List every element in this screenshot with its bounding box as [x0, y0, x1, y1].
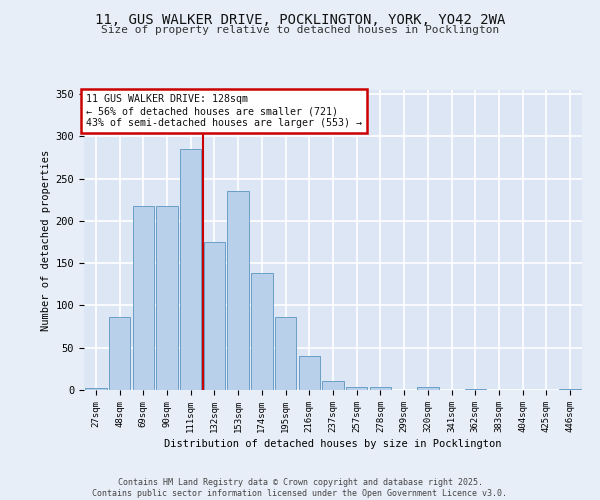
Text: 11 GUS WALKER DRIVE: 128sqm
← 56% of detached houses are smaller (721)
43% of se: 11 GUS WALKER DRIVE: 128sqm ← 56% of det…: [86, 94, 362, 128]
Bar: [322, 380, 344, 390]
Bar: [251, 274, 272, 390]
X-axis label: Distribution of detached houses by size in Pocklington: Distribution of detached houses by size …: [164, 439, 502, 449]
Text: Size of property relative to detached houses in Pocklington: Size of property relative to detached ho…: [101, 25, 499, 35]
Text: Contains HM Land Registry data © Crown copyright and database right 2025.
Contai: Contains HM Land Registry data © Crown c…: [92, 478, 508, 498]
Y-axis label: Number of detached properties: Number of detached properties: [41, 150, 52, 330]
Text: 11, GUS WALKER DRIVE, POCKLINGTON, YORK, YO42 2WA: 11, GUS WALKER DRIVE, POCKLINGTON, YORK,…: [95, 12, 505, 26]
Bar: [85, 388, 107, 390]
Bar: [346, 386, 367, 390]
Bar: [299, 356, 320, 390]
Bar: [109, 318, 130, 390]
Bar: [417, 388, 439, 390]
Bar: [157, 206, 178, 390]
Bar: [180, 149, 202, 390]
Bar: [464, 389, 486, 390]
Bar: [370, 388, 391, 390]
Bar: [133, 206, 154, 390]
Bar: [559, 389, 581, 390]
Bar: [275, 318, 296, 390]
Bar: [204, 242, 225, 390]
Bar: [227, 192, 249, 390]
